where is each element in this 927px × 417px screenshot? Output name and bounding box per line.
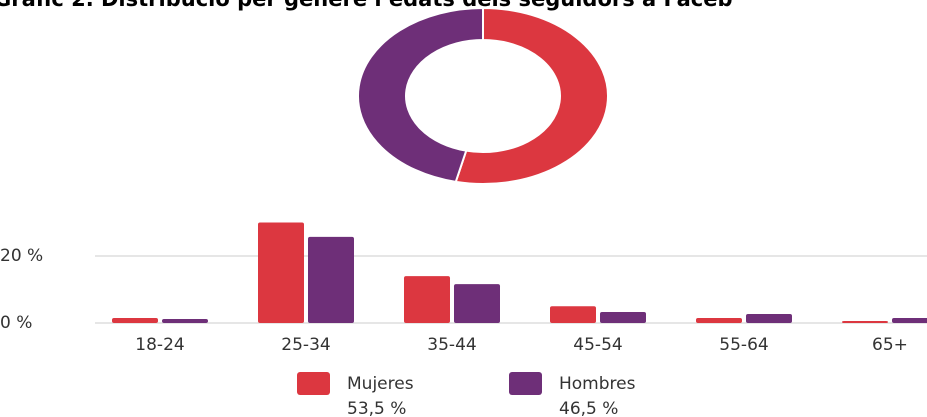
bar xyxy=(404,276,450,323)
bar xyxy=(600,311,646,323)
legend-label: Hombres xyxy=(559,374,636,394)
bar xyxy=(746,313,792,323)
chart-title: Gràfic 2. Distribució per gènere i edats… xyxy=(0,0,733,11)
legend-swatch xyxy=(297,372,330,395)
donut-slice xyxy=(454,6,609,185)
legend-label: Mujeres xyxy=(347,374,414,394)
bar xyxy=(112,317,158,323)
bar xyxy=(454,284,500,323)
x-tick-label: 55-64 xyxy=(719,335,768,355)
bar xyxy=(892,317,927,323)
bar xyxy=(842,320,888,323)
bar xyxy=(308,236,354,323)
bar xyxy=(162,318,208,323)
x-tick-label: 35-44 xyxy=(427,335,476,355)
x-tick-label: 65+ xyxy=(872,335,908,355)
legend-value: 53,5 % xyxy=(347,399,406,417)
bar xyxy=(550,306,596,323)
x-tick-label: 18-24 xyxy=(135,335,184,355)
x-tick-label: 45-54 xyxy=(573,335,622,355)
donut-slice xyxy=(357,6,484,184)
legend-swatch xyxy=(509,372,542,395)
legend-value: 46,5 % xyxy=(559,399,618,417)
x-tick-label: 25-34 xyxy=(281,335,330,355)
bar xyxy=(696,317,742,323)
y-tick-label: 0 % xyxy=(0,313,32,333)
y-tick-label: 20 % xyxy=(0,246,43,266)
bar xyxy=(258,222,304,323)
